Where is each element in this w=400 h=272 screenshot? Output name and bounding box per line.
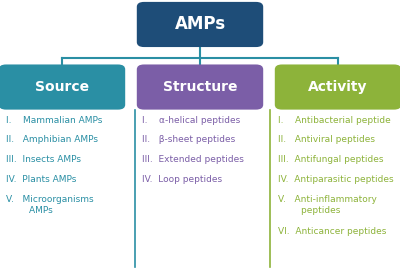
Text: IV.  Loop peptides: IV. Loop peptides — [142, 175, 222, 184]
Text: II.   β-sheet peptides: II. β-sheet peptides — [142, 135, 235, 144]
Text: IV.  Plants AMPs: IV. Plants AMPs — [6, 175, 76, 184]
Text: V.   Microorganisms
        AMPs: V. Microorganisms AMPs — [6, 195, 94, 215]
Text: I.    α-helical peptides: I. α-helical peptides — [142, 116, 240, 125]
FancyBboxPatch shape — [0, 64, 125, 110]
Text: V.   Anti-inflammatory
        peptides: V. Anti-inflammatory peptides — [278, 195, 377, 215]
Text: AMPs: AMPs — [174, 16, 226, 33]
FancyBboxPatch shape — [275, 64, 400, 110]
Text: VI.  Anticancer peptides: VI. Anticancer peptides — [278, 227, 386, 236]
Text: III.  Extended peptides: III. Extended peptides — [142, 155, 244, 164]
Text: III.  Antifungal peptides: III. Antifungal peptides — [278, 155, 384, 164]
Text: Source: Source — [35, 80, 89, 94]
Text: I.    Antibacterial peptide: I. Antibacterial peptide — [278, 116, 391, 125]
FancyBboxPatch shape — [137, 2, 263, 47]
Text: Activity: Activity — [308, 80, 368, 94]
Text: Structure: Structure — [163, 80, 237, 94]
Text: IV.  Antiparasitic peptides: IV. Antiparasitic peptides — [278, 175, 394, 184]
Text: II.   Antiviral peptides: II. Antiviral peptides — [278, 135, 375, 144]
Text: II.   Amphibian AMPs: II. Amphibian AMPs — [6, 135, 98, 144]
Text: III.  Insects AMPs: III. Insects AMPs — [6, 155, 81, 164]
FancyBboxPatch shape — [137, 64, 263, 110]
Text: I.    Mammalian AMPs: I. Mammalian AMPs — [6, 116, 102, 125]
